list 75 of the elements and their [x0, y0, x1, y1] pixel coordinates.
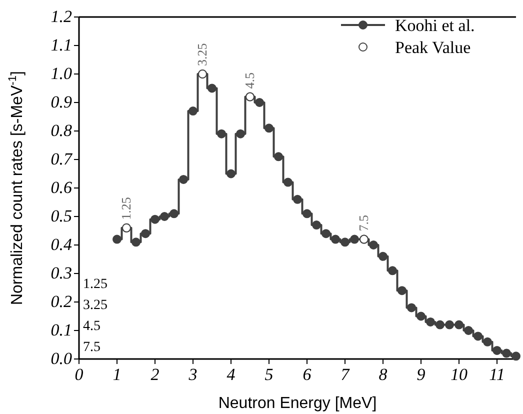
x-axis-title: Neutron Energy [MeV]: [218, 395, 377, 412]
y-tick-label: 0.9: [50, 92, 72, 112]
annotation: 4.5: [242, 72, 257, 89]
point: [322, 229, 330, 238]
annotation: 7.5: [356, 215, 371, 232]
x-tick-label: 11: [489, 365, 505, 384]
point: [274, 152, 283, 162]
point: [474, 332, 482, 341]
x-tick-label: 1: [112, 365, 122, 384]
point: [208, 84, 216, 93]
point: [132, 238, 140, 247]
y-tick-label: 0.4: [50, 235, 72, 254]
point: [436, 320, 444, 330]
x-tick-label: 0: [74, 365, 84, 384]
point: [112, 234, 122, 244]
point: [350, 234, 359, 244]
point: [160, 212, 169, 221]
annotation: 3.25: [83, 298, 108, 313]
point: [188, 106, 198, 116]
x-tick-label: 8: [378, 365, 388, 384]
point: [464, 326, 473, 335]
point: [492, 346, 502, 355]
point: [340, 238, 350, 247]
point: [179, 174, 188, 184]
y-tick-label: 0.8: [50, 121, 72, 140]
point: [255, 98, 264, 107]
point: [284, 178, 292, 187]
point: [512, 352, 520, 361]
point: [141, 229, 150, 238]
point: [426, 317, 435, 326]
y-tick-label: 0.3: [50, 264, 72, 282]
point: [170, 209, 178, 218]
y-tick-label: 0.5: [50, 206, 72, 226]
point: [217, 129, 226, 138]
point: [416, 312, 426, 321]
y-tick-label: 0.0: [50, 349, 72, 368]
point: [236, 129, 245, 138]
y-tick-label: 0.7: [50, 150, 74, 168]
annotation: 7.5: [83, 340, 100, 355]
x-tick-label: 10: [450, 365, 468, 384]
x-tick-label: 7: [340, 365, 351, 384]
point: [150, 214, 160, 224]
x-tick-label: 9: [416, 365, 426, 384]
point: [378, 252, 388, 261]
point: [445, 320, 454, 330]
point: [293, 194, 302, 204]
x-tick-label: 4: [226, 365, 236, 384]
point: [331, 234, 340, 244]
y-tick-label: 1.2: [50, 7, 72, 26]
legend-label: Koohi et al.: [395, 16, 475, 35]
point: [226, 169, 236, 178]
y-tick-label: 0.2: [50, 292, 72, 311]
point: [407, 303, 416, 312]
point: [483, 337, 492, 346]
point: [502, 348, 511, 358]
x-tick-label: 5: [264, 365, 274, 384]
x-tick-label: 2: [150, 365, 160, 384]
annotation: 1.25: [83, 277, 108, 292]
x-tick-label: 6: [302, 365, 312, 384]
point: [388, 266, 397, 276]
point: [454, 320, 464, 330]
point: [369, 240, 378, 250]
legend-label: Peak Value: [395, 38, 471, 57]
point: [312, 220, 321, 230]
point: [302, 209, 312, 218]
point: [264, 124, 274, 133]
y-tick-label: 0.6: [50, 178, 72, 197]
y-tick-label: 1.0: [50, 64, 72, 83]
annotation: 1.25: [118, 197, 134, 220]
annotation: 3.25: [194, 43, 210, 66]
annotation: 4.5: [83, 319, 100, 334]
y-tick-label: 0.1: [50, 320, 72, 340]
y-tick-label: 1.1: [50, 36, 72, 54]
x-tick-label: 3: [188, 365, 198, 384]
point: [398, 286, 406, 296]
